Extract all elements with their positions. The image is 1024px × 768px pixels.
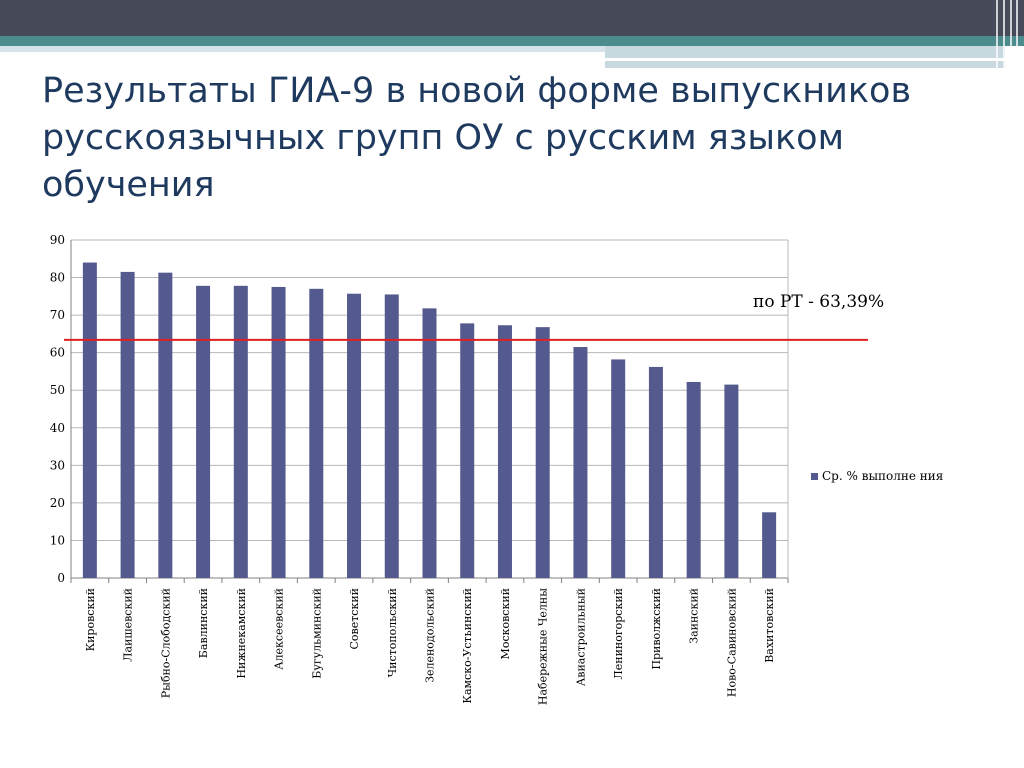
bar: [271, 286, 286, 578]
reference-line-label: по РТ - 63,39%: [753, 292, 885, 312]
x-tick-label: Советский: [348, 588, 361, 650]
x-tick-label: Бугульминский: [310, 588, 323, 679]
bar: [573, 347, 588, 578]
slide-header-stripe: [996, 0, 998, 68]
y-tick-label: 40: [50, 421, 65, 435]
chart-legend: Ср. % выполне ния: [811, 469, 943, 483]
bar: [611, 359, 626, 578]
x-tick-label: Алексеевский: [273, 588, 286, 670]
x-tick-label: Набережные Челны: [537, 588, 550, 705]
x-tick-label: Нижнекамский: [235, 588, 248, 679]
x-tick-label: Лаишевский: [122, 588, 135, 662]
legend-swatch: [811, 472, 818, 480]
bar: [535, 327, 550, 578]
bar: [762, 512, 777, 578]
slide-header-bar: [0, 0, 1024, 36]
bar: [724, 384, 739, 578]
x-tick-label: Вахитовский: [763, 588, 776, 663]
y-tick-label: 0: [57, 571, 65, 585]
bar: [196, 285, 211, 578]
legend-label: Ср. % выполне ния: [822, 469, 944, 483]
x-tick-label: Авиастроильный: [574, 588, 587, 686]
y-tick-label: 70: [50, 308, 65, 322]
y-tick-label: 10: [50, 533, 65, 547]
bar: [460, 323, 475, 578]
slide-header-stripe: [1003, 0, 1005, 68]
slide-header-band-line: [605, 58, 1005, 61]
slide-header-stripe: [1016, 0, 1018, 68]
bar: [497, 325, 512, 578]
x-tick-label: Бавлинский: [197, 588, 210, 658]
y-tick-label: 90: [50, 233, 65, 247]
bar: [347, 293, 362, 578]
y-tick-label: 60: [50, 346, 65, 360]
x-tick-label: Чистопольский: [386, 588, 399, 677]
slide-header-band-right: [605, 46, 1005, 68]
y-tick-label: 30: [50, 458, 65, 472]
x-tick-label: Московский: [499, 588, 512, 659]
y-tick-label: 50: [50, 383, 65, 397]
bar: [82, 262, 97, 578]
bar: [686, 381, 701, 578]
x-tick-label: Ново-Савиновский: [725, 588, 738, 697]
x-tick-label: Кировский: [84, 588, 97, 651]
bar: [120, 271, 135, 578]
x-tick-label: Камско-Устьинский: [461, 588, 474, 704]
bar: [233, 285, 248, 578]
x-tick-label: Лениногорский: [612, 588, 625, 679]
x-tick-label: Заинский: [688, 588, 701, 644]
slide-header-stripe: [1010, 0, 1012, 68]
slide-header-band: [0, 46, 605, 52]
y-tick-label: 20: [50, 496, 65, 510]
slide-title: Результаты ГИА-9 в новой форме выпускник…: [42, 71, 912, 205]
bar: [384, 294, 399, 578]
bar: [158, 272, 173, 578]
slide-header-accent: [0, 36, 1024, 46]
x-tick-label: Приволжский: [650, 588, 663, 670]
y-tick-label: 80: [50, 271, 65, 285]
bar: [422, 308, 437, 578]
x-tick-label: Рыбно-Слободский: [159, 588, 172, 698]
bar: [648, 366, 663, 578]
bar: [309, 288, 324, 578]
x-tick-label: Зеленодольский: [424, 588, 437, 683]
